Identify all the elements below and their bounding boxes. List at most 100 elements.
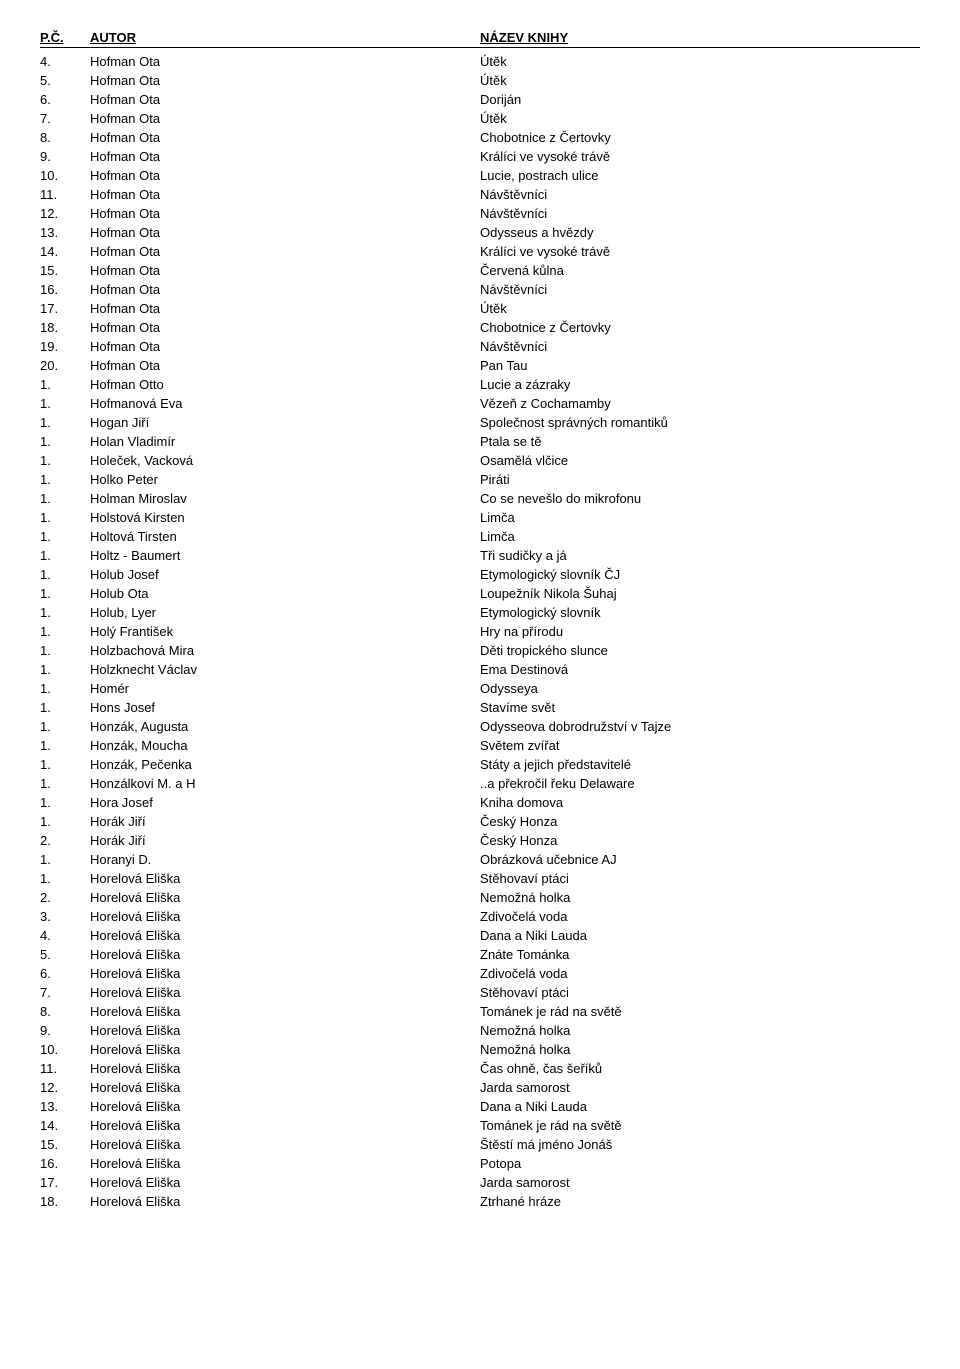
cell-title: Tománek je rád na světě	[480, 1004, 920, 1019]
table-row: 14.Horelová EliškaTománek je rád na svět…	[40, 1116, 920, 1135]
cell-title: Ema Destinová	[480, 662, 920, 677]
table-row: 1.Honzák, PečenkaStáty a jejich představ…	[40, 755, 920, 774]
cell-title: Obrázková učebnice AJ	[480, 852, 920, 867]
cell-pc: 1.	[40, 548, 90, 563]
cell-pc: 1.	[40, 643, 90, 658]
cell-author: Hofman Ota	[90, 149, 480, 164]
cell-title: Tománek je rád na světě	[480, 1118, 920, 1133]
cell-author: Hofman Ota	[90, 282, 480, 297]
cell-author: Horelová Eliška	[90, 1175, 480, 1190]
table-row: 1.Honzák, MouchaSvětem zvířat	[40, 736, 920, 755]
cell-pc: 18.	[40, 320, 90, 335]
cell-author: Hofman Ota	[90, 301, 480, 316]
cell-pc: 1.	[40, 377, 90, 392]
cell-author: Hons Josef	[90, 700, 480, 715]
table-row: 14.Hofman OtaKrálíci ve vysoké trávě	[40, 242, 920, 261]
table-row: 16.Hofman OtaNávštěvníci	[40, 280, 920, 299]
cell-title: Kniha domova	[480, 795, 920, 810]
cell-title: Tři sudičky a já	[480, 548, 920, 563]
cell-title: Znáte Tománka	[480, 947, 920, 962]
cell-pc: 14.	[40, 244, 90, 259]
table-row: 10.Horelová EliškaNemožná holka	[40, 1040, 920, 1059]
cell-title: Odysseus a hvězdy	[480, 225, 920, 240]
cell-title: Odysseya	[480, 681, 920, 696]
table-row: 1.Hofman OttoLucie a zázraky	[40, 375, 920, 394]
table-row: 16.Horelová EliškaPotopa	[40, 1154, 920, 1173]
cell-author: Honzálkovi M. a H	[90, 776, 480, 791]
cell-title: Český Honza	[480, 814, 920, 829]
table-row: 8.Horelová EliškaTománek je rád na světě	[40, 1002, 920, 1021]
cell-author: Hofman Ota	[90, 92, 480, 107]
cell-title: Chobotnice z Čertovky	[480, 130, 920, 145]
table-row: 4.Horelová EliškaDana a Niki Lauda	[40, 926, 920, 945]
cell-title: Potopa	[480, 1156, 920, 1171]
cell-author: Holko Peter	[90, 472, 480, 487]
cell-pc: 15.	[40, 263, 90, 278]
cell-author: Horelová Eliška	[90, 1061, 480, 1076]
table-row: 1.Holub, LyerEtymologický slovník	[40, 603, 920, 622]
table-row: 1.Hons JosefStavíme svět	[40, 698, 920, 717]
cell-pc: 3.	[40, 909, 90, 924]
table-row: 6.Hofman OtaDoriján	[40, 90, 920, 109]
cell-author: Holtová Tirsten	[90, 529, 480, 544]
cell-author: Hofman Ota	[90, 358, 480, 373]
table-row: 1.Holeček, VackováOsamělá vlčice	[40, 451, 920, 470]
cell-pc: 1.	[40, 624, 90, 639]
cell-pc: 7.	[40, 111, 90, 126]
table-row: 1.Holub JosefEtymologický slovník ČJ	[40, 565, 920, 584]
cell-title: Dana a Niki Lauda	[480, 1099, 920, 1114]
table-row: 7.Horelová EliškaStěhovaví ptáci	[40, 983, 920, 1002]
table-row: 1.Hora JosefKniha domova	[40, 793, 920, 812]
cell-title: Etymologický slovník	[480, 605, 920, 620]
cell-author: Hofman Ota	[90, 111, 480, 126]
table-row: 1.Horanyi D.Obrázková učebnice AJ	[40, 850, 920, 869]
cell-author: Hofman Ota	[90, 320, 480, 335]
header-pc: P.Č.	[40, 30, 90, 45]
cell-pc: 17.	[40, 1175, 90, 1190]
cell-title: Červená kůlna	[480, 263, 920, 278]
cell-pc: 1.	[40, 472, 90, 487]
cell-author: Holzknecht Václav	[90, 662, 480, 677]
cell-pc: 16.	[40, 1156, 90, 1171]
cell-title: Nemožná holka	[480, 1023, 920, 1038]
cell-pc: 1.	[40, 434, 90, 449]
cell-title: Stěhovaví ptáci	[480, 871, 920, 886]
cell-author: Hofmanová Eva	[90, 396, 480, 411]
cell-author: Horelová Eliška	[90, 909, 480, 924]
cell-title: Návštěvníci	[480, 187, 920, 202]
cell-pc: 10.	[40, 168, 90, 183]
cell-title: Dana a Niki Lauda	[480, 928, 920, 943]
cell-title: Co se nevešlo do mikrofonu	[480, 491, 920, 506]
table-row: 1.Horelová EliškaStěhovaví ptáci	[40, 869, 920, 888]
cell-author: Holub, Lyer	[90, 605, 480, 620]
table-body: 4.Hofman OtaÚtěk5.Hofman OtaÚtěk6.Hofman…	[40, 52, 920, 1211]
cell-title: ..a překročil řeku Delaware	[480, 776, 920, 791]
cell-title: Chobotnice z Čertovky	[480, 320, 920, 335]
table-row: 2.Horelová EliškaNemožná holka	[40, 888, 920, 907]
cell-pc: 2.	[40, 890, 90, 905]
cell-title: Etymologický slovník ČJ	[480, 567, 920, 582]
cell-pc: 13.	[40, 1099, 90, 1114]
cell-pc: 1.	[40, 510, 90, 525]
table-row: 9.Horelová EliškaNemožná holka	[40, 1021, 920, 1040]
cell-pc: 1.	[40, 757, 90, 772]
table-row: 1.Honzálkovi M. a H..a překročil řeku De…	[40, 774, 920, 793]
cell-author: Horelová Eliška	[90, 985, 480, 1000]
cell-pc: 1.	[40, 700, 90, 715]
cell-author: Holstová Kirsten	[90, 510, 480, 525]
cell-title: Nemožná holka	[480, 1042, 920, 1057]
cell-pc: 1.	[40, 453, 90, 468]
table-row: 1.Horák JiříČeský Honza	[40, 812, 920, 831]
cell-author: Hogan Jiří	[90, 415, 480, 430]
header-title: NÁZEV KNIHY	[480, 30, 920, 45]
table-row: 1.Holzbachová MiraDěti tropického slunce	[40, 641, 920, 660]
cell-author: Horelová Eliška	[90, 1080, 480, 1095]
cell-pc: 1.	[40, 605, 90, 620]
table-row: 5.Hofman OtaÚtěk	[40, 71, 920, 90]
cell-title: Vězeň z Cochamamby	[480, 396, 920, 411]
cell-title: Nemožná holka	[480, 890, 920, 905]
cell-pc: 1.	[40, 396, 90, 411]
table-row: 1.Holstová KirstenLimča	[40, 508, 920, 527]
table-row: 1.HomérOdysseya	[40, 679, 920, 698]
cell-title: Jarda samorost	[480, 1080, 920, 1095]
